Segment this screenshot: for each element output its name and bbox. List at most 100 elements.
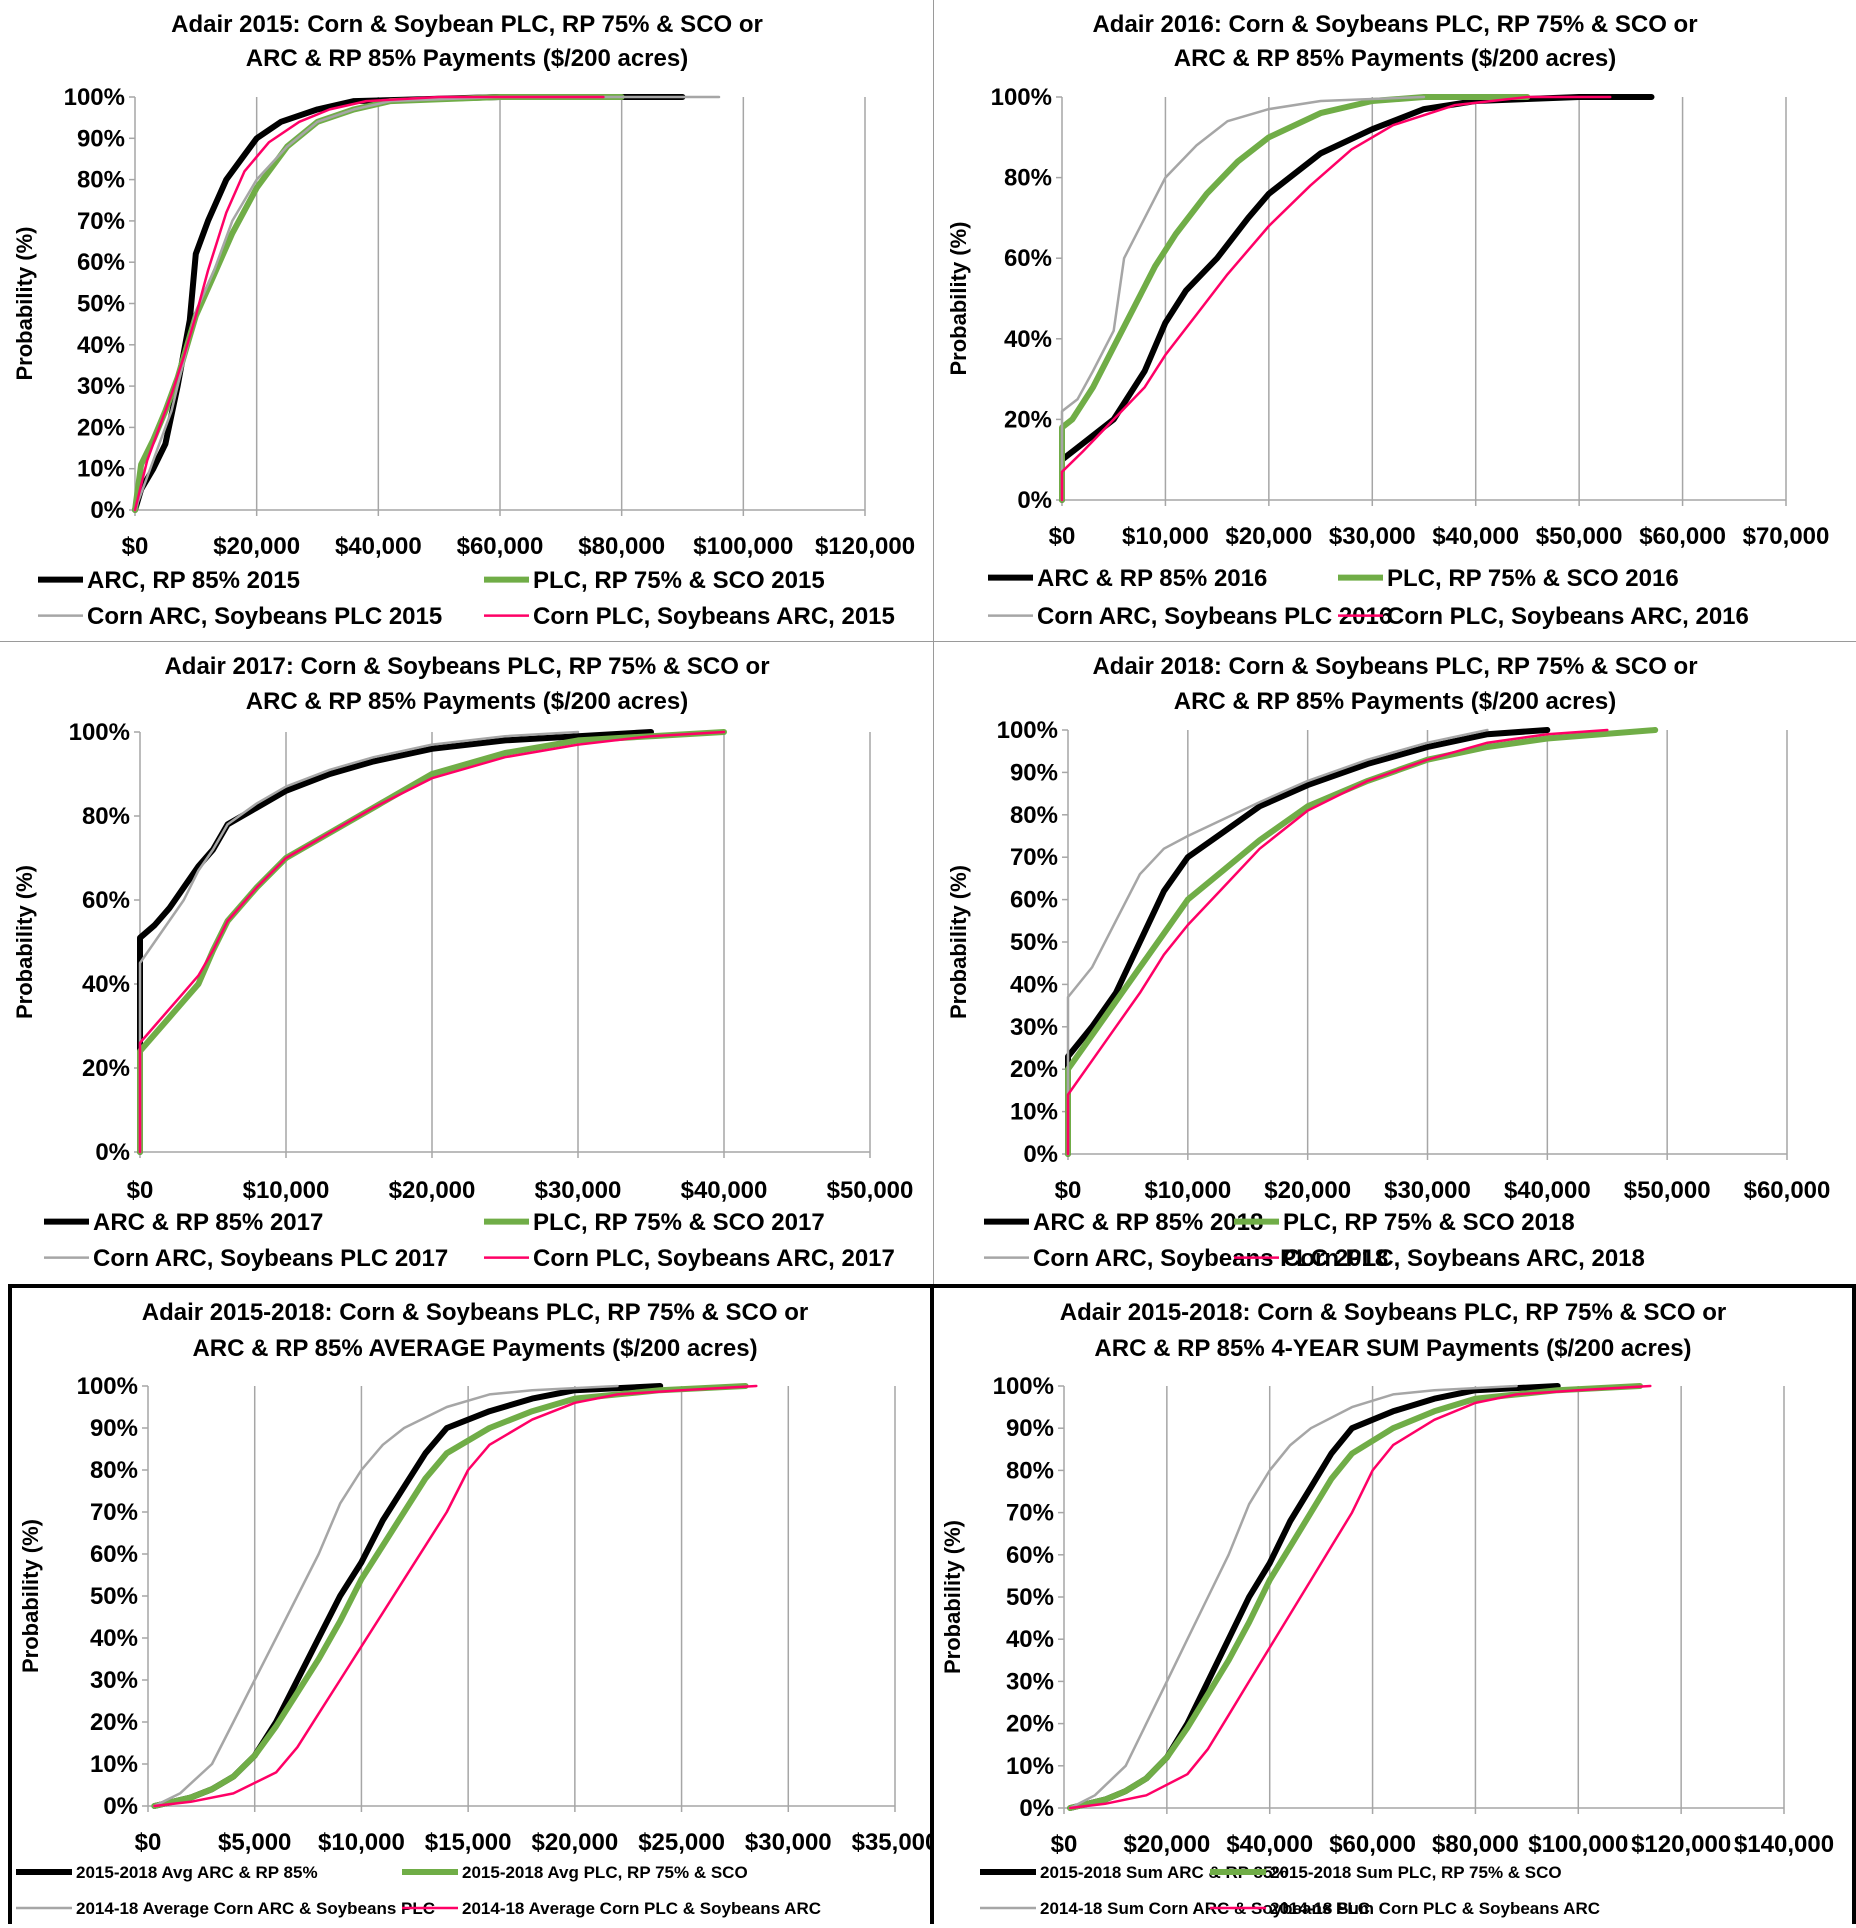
y-tick-label: 0% [1019, 1795, 1054, 1822]
legend-label: ARC & RP 85% 2017 [93, 1209, 323, 1236]
legend-label: 2014-18 Average Corn PLC & Soybeans ARC [462, 1899, 821, 1918]
chart-svg-1: Adair 2016: Corn & Soybeans PLC, RP 75% … [946, 11, 1830, 630]
x-tick-label: $20,000 [1225, 523, 1312, 550]
y-tick-label: 0% [95, 1139, 130, 1166]
x-tick-label: $40,000 [1432, 523, 1519, 550]
x-tick-label: $70,000 [1743, 523, 1830, 550]
legend-label: Corn ARC, Soybeans PLC 2017 [93, 1245, 448, 1272]
x-tick-label: $80,000 [1432, 1831, 1519, 1858]
y-tick-label: 60% [1010, 887, 1058, 914]
y-tick-label: 40% [1006, 1626, 1054, 1653]
legend-label: 2015-2018 Sum ARC & RP 85% [1040, 1863, 1288, 1882]
y-tick-label: 20% [1010, 1056, 1058, 1083]
legend-label: Corn PLC, Soybeans ARC, 2015 [533, 603, 895, 630]
y-tick-label: 80% [1006, 1457, 1054, 1484]
y-tick-label: 30% [90, 1667, 138, 1694]
chart-title-line: Adair 2017: Corn & Soybeans PLC, RP 75% … [164, 653, 769, 680]
series-line-plc-rp-75-sco-2016 [1059, 94, 1531, 503]
y-tick-label: 90% [1006, 1415, 1054, 1442]
legend-label: Corn ARC, Soybeans PLC 2015 [87, 603, 442, 630]
chart-svg-3: Adair 2018: Corn & Soybeans PLC, RP 75% … [946, 653, 1831, 1272]
x-tick-label: $40,000 [335, 533, 422, 560]
y-tick-label: 60% [77, 249, 125, 276]
y-tick-label: 20% [1006, 1711, 1054, 1738]
x-tick-label: $30,000 [1329, 523, 1416, 550]
y-tick-label: 100% [77, 1373, 138, 1400]
y-tick-label: 30% [1010, 1014, 1058, 1041]
y-tick-label: 80% [77, 167, 125, 194]
y-tick-label: 70% [90, 1499, 138, 1526]
chart-title-line: ARC & RP 85% AVERAGE Payments ($/200 acr… [192, 1335, 757, 1362]
y-axis-label: Probability (%) [946, 865, 971, 1019]
x-tick-label: $140,000 [1734, 1831, 1834, 1858]
y-tick-label: 0% [90, 497, 125, 524]
y-tick-label: 60% [90, 1541, 138, 1568]
legend-label: 2015-2018 Avg ARC & RP 85% [76, 1863, 318, 1882]
y-tick-label: 100% [991, 84, 1052, 111]
series-line-corn-arc-soybeans-plc-2017 [138, 730, 580, 1154]
y-tick-label: 10% [77, 456, 125, 483]
y-tick-label: 70% [1010, 844, 1058, 871]
x-tick-label: $0 [1055, 1177, 1082, 1204]
series-line-2015-2018-avg-plc-rp-75-sco [151, 1383, 749, 1809]
x-tick-label: $30,000 [1384, 1177, 1471, 1204]
x-tick-label: $0 [135, 1829, 162, 1856]
y-tick-label: 30% [1006, 1668, 1054, 1695]
x-tick-label: $120,000 [815, 533, 915, 560]
y-tick-label: 20% [1004, 406, 1052, 433]
legend-label: PLC, RP 75% & SCO 2018 [1283, 1209, 1575, 1236]
chart-title-line: ARC & RP 85% Payments ($/200 acres) [246, 688, 688, 715]
series-line-corn-plc-soybeans-arc-2017 [138, 730, 726, 1154]
y-axis-label: Probability (%) [12, 865, 37, 1019]
legend-label: Corn PLC, Soybeans ARC, 2017 [533, 1245, 895, 1272]
series-line-corn-plc-soybeans-arc-2015 [133, 95, 605, 512]
chart-svg-0: Adair 2015: Corn & Soybean PLC, RP 75% &… [12, 11, 915, 630]
legend-label: Corn ARC, Soybeans PLC 2018 [1033, 1245, 1388, 1272]
chart-svg-2: Adair 2017: Corn & Soybeans PLC, RP 75% … [12, 653, 913, 1272]
x-tick-label: $40,000 [681, 1177, 768, 1204]
y-tick-label: 50% [77, 291, 125, 318]
y-tick-label: 10% [1010, 1099, 1058, 1126]
legend-label: ARC & RP 85% 2016 [1037, 565, 1267, 592]
y-tick-label: 80% [1004, 165, 1052, 192]
legend-label: PLC, RP 75% & SCO 2015 [533, 567, 825, 594]
y-tick-label: 50% [1010, 929, 1058, 956]
x-tick-label: $100,000 [1528, 1831, 1628, 1858]
y-tick-label: 20% [82, 1055, 130, 1082]
series-line-corn-plc-soybeans-arc-2018 [1066, 728, 1609, 1156]
x-tick-label: $35,000 [852, 1829, 938, 1856]
x-tick-label: $0 [1049, 523, 1076, 550]
x-tick-label: $0 [127, 1177, 154, 1204]
legend-label: PLC, RP 75% & SCO 2017 [533, 1209, 825, 1236]
y-tick-label: 60% [82, 887, 130, 914]
chart-2015: Adair 2015: Corn & Soybean PLC, RP 75% &… [0, 0, 934, 642]
x-tick-label: $30,000 [745, 1829, 832, 1856]
x-tick-label: $40,000 [1226, 1831, 1313, 1858]
x-tick-label: $80,000 [578, 533, 665, 560]
x-tick-label: $60,000 [1744, 1177, 1831, 1204]
x-tick-label: $30,000 [535, 1177, 622, 1204]
y-tick-label: 50% [90, 1583, 138, 1610]
x-tick-label: $40,000 [1504, 1177, 1591, 1204]
x-tick-label: $0 [122, 533, 149, 560]
y-tick-label: 20% [90, 1709, 138, 1736]
y-axis-label: Probability (%) [940, 1520, 965, 1674]
series-line-2014-18-average-corn-arc-soybeans-plc [153, 1384, 619, 1808]
legend-label: ARC, RP 85% 2015 [87, 567, 300, 594]
series-line-plc-rp-75-sco-2018 [1065, 727, 1659, 1157]
series-line-2015-2018-sum-arc-rp-85 [1067, 1383, 1561, 1811]
series-line-2014-18-average-corn-plc-soybeans-arc [153, 1384, 758, 1808]
x-tick-label: $60,000 [457, 533, 544, 560]
legend-label: 2014-18 Sum Corn PLC & Soybeans ARC [1270, 1899, 1600, 1918]
chart-title-line: Adair 2018: Corn & Soybeans PLC, RP 75% … [1092, 653, 1697, 680]
y-tick-label: 0% [103, 1793, 138, 1820]
y-tick-label: 40% [90, 1625, 138, 1652]
series-line-arc-rp-85-2015 [132, 94, 686, 513]
x-tick-label: $50,000 [1536, 523, 1623, 550]
y-tick-label: 100% [69, 719, 130, 746]
y-tick-label: 40% [1004, 326, 1052, 353]
legend-label: 2014-18 Sum Corn ARC & Soybeans PLC [1040, 1899, 1370, 1918]
series-line-corn-arc-soybeans-plc-2018 [1066, 728, 1489, 1156]
series-line-arc-rp-85-2018 [1065, 727, 1551, 1157]
x-tick-label: $50,000 [1624, 1177, 1711, 1204]
